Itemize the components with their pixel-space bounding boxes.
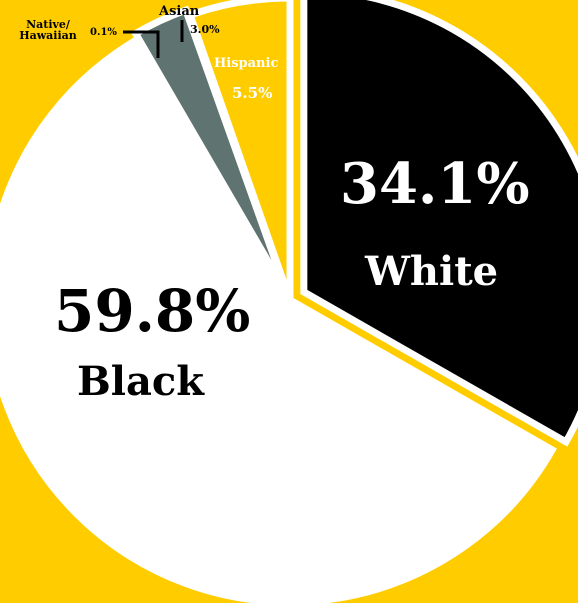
pie-slice-hispanic	[185, 0, 294, 302]
native-hawaiian-percent-label: 0.1%	[90, 27, 117, 38]
asian-percent-label: 3.0%	[190, 23, 220, 36]
black-percent-label: 59.8%	[54, 277, 251, 345]
black-name-label: Black	[77, 358, 204, 405]
white-name-label: White	[365, 248, 499, 295]
pie-slice-white	[300, 0, 578, 447]
pie-slice-asian	[130, 5, 291, 297]
white-percent-label: 34.1%	[340, 151, 530, 217]
asian-name-label: Asian	[159, 4, 200, 19]
hispanic-name-label: Hispanic	[214, 56, 279, 71]
pie-slice-black	[0, 34, 557, 603]
hispanic-percent-label: 5.5%	[232, 84, 273, 102]
native-hawaiian-leader-line	[123, 30, 160, 58]
native-hawaiian-name-label: Native/ Hawaiian	[19, 18, 77, 42]
